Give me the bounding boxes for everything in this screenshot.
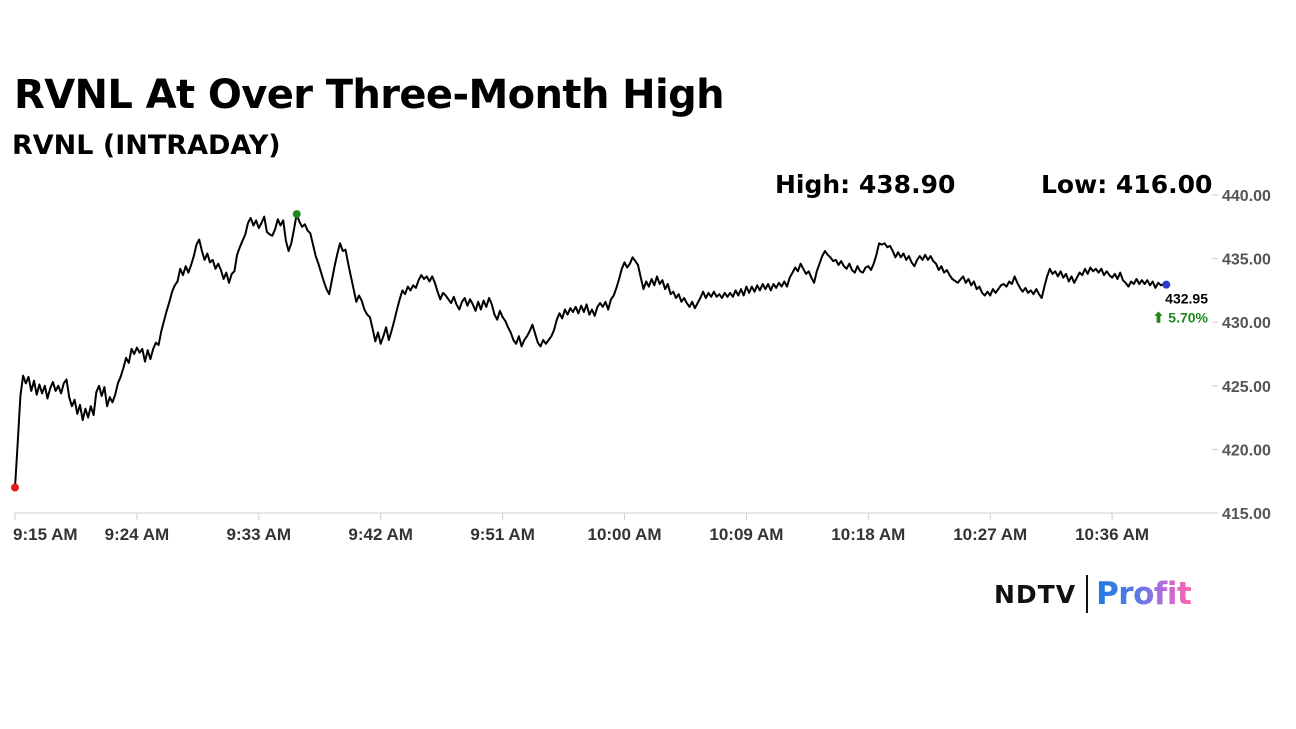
y-tick-label: 440.00 (1222, 188, 1271, 205)
chart-markers (11, 210, 1171, 492)
price-line (14, 213, 1167, 488)
x-tick-label: 9:15 AM (13, 525, 78, 544)
x-tick-label: 10:27 AM (953, 525, 1027, 544)
y-axis-ticks: 440.00 435.00 430.00 425.00 420.00 415.00 (1212, 188, 1271, 523)
start-marker (11, 483, 19, 492)
y-tick-label: 415.00 (1222, 506, 1271, 523)
last-marker (1162, 280, 1171, 289)
logo-ndtv-text: NDTV (994, 579, 1077, 609)
x-tick-label: 10:18 AM (831, 525, 905, 544)
x-tick-label: 9:51 AM (470, 525, 535, 544)
high-marker (292, 210, 301, 219)
x-tick-label: 9:33 AM (227, 525, 292, 544)
low-value: Low: 416.00 (1041, 170, 1213, 199)
last-price-label: 432.95 (1165, 291, 1208, 307)
y-tick-label: 420.00 (1222, 442, 1271, 459)
x-tick-label: 10:36 AM (1075, 525, 1149, 544)
y-tick-label: 430.00 (1222, 315, 1271, 332)
ndtv-profit-logo: NDTV Profit (994, 570, 1192, 618)
logo-separator (1086, 575, 1089, 613)
x-tick-label: 9:42 AM (348, 525, 413, 544)
y-tick-label: 425.00 (1222, 379, 1271, 396)
change-label: ⬆ 5.70% (1153, 310, 1209, 326)
page-title: RVNL At Over Three-Month High (14, 72, 725, 118)
chart-subtitle: RVNL (INTRADAY) (12, 130, 281, 161)
x-tick-label: 10:00 AM (587, 525, 661, 544)
x-axis-ticks: 9:15 AM 9:24 AM 9:33 AM 9:42 AM 9:51 AM 10:00… (13, 513, 1149, 544)
y-tick-label: 435.00 (1222, 252, 1271, 269)
high-value: High: 438.90 (775, 170, 956, 199)
logo-profit-text: Profit (1096, 576, 1192, 612)
x-tick-label: 10:09 AM (709, 525, 783, 544)
x-tick-label: 9:24 AM (105, 525, 170, 544)
